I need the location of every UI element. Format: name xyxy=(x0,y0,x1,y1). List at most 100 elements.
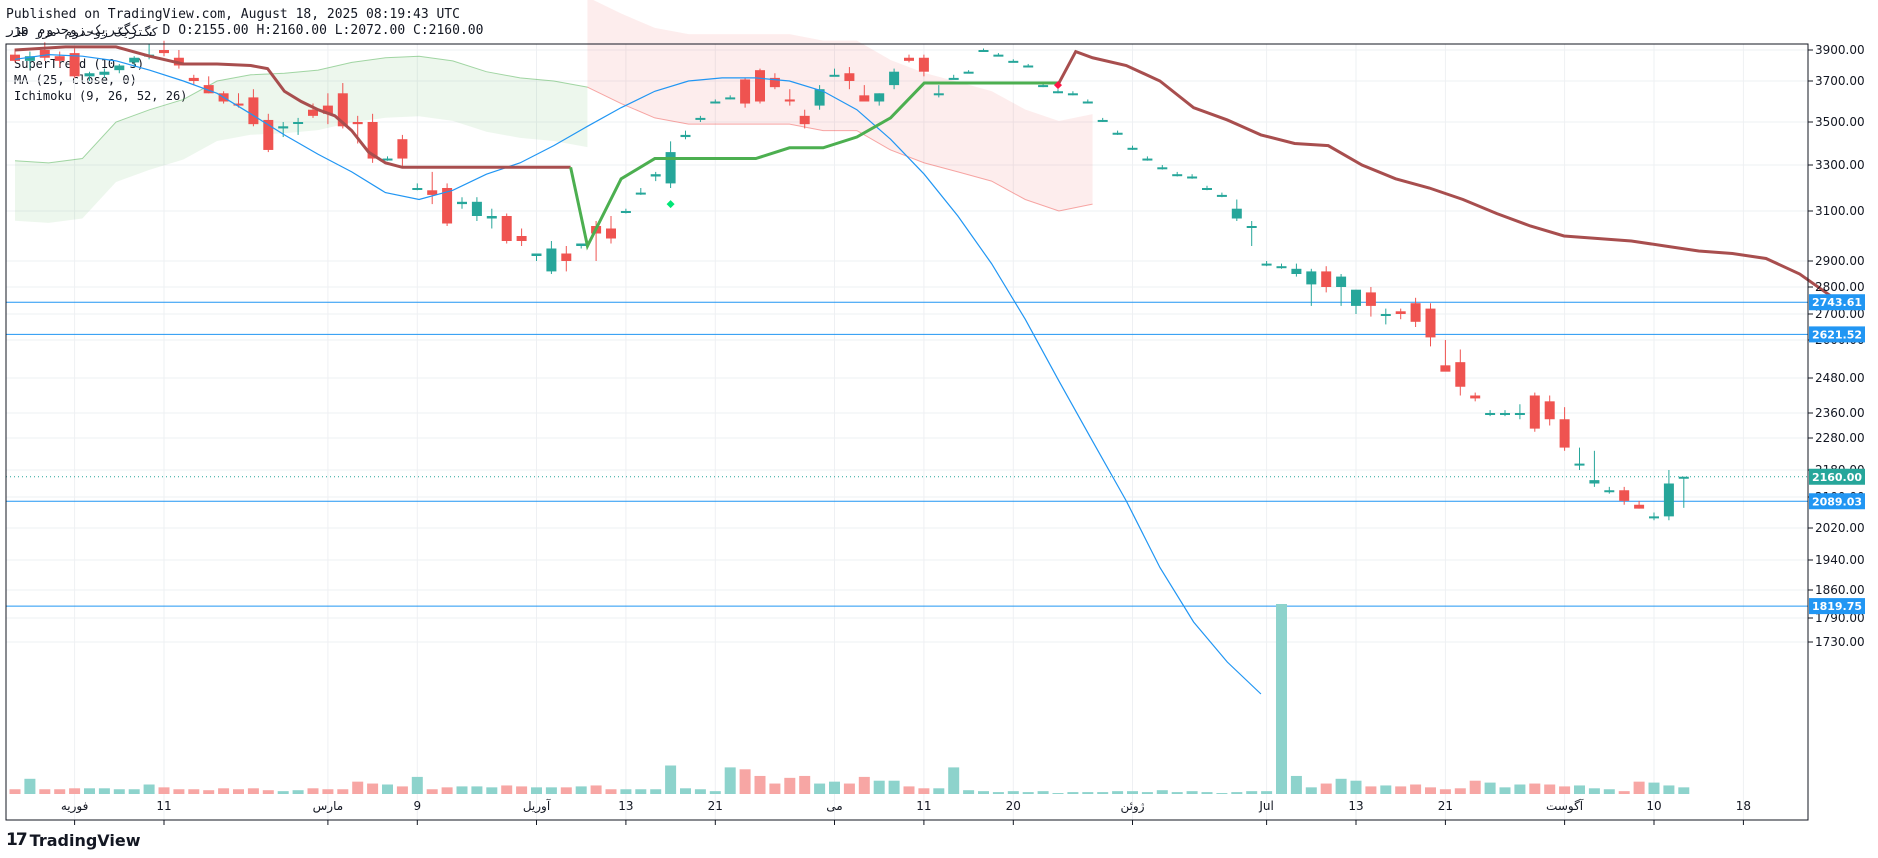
volume-bar xyxy=(1037,791,1049,794)
time-tick-label: آگوست xyxy=(1546,798,1584,814)
candle-body xyxy=(337,93,348,127)
time-tick-label: 13 xyxy=(618,799,633,813)
candle-body xyxy=(1395,311,1406,314)
candle-body xyxy=(69,53,80,77)
volume-bar xyxy=(337,789,349,794)
candle-body xyxy=(233,103,244,106)
volume-bar xyxy=(1588,788,1600,794)
volume-bar xyxy=(24,778,36,794)
candle-body xyxy=(1559,419,1570,448)
candle-body xyxy=(99,71,110,75)
volume-bar xyxy=(1112,791,1124,794)
horizontal-lines xyxy=(6,301,1808,607)
volume-bar xyxy=(1439,789,1451,794)
buy-signal-marker xyxy=(666,200,675,209)
cloud-green xyxy=(15,56,588,223)
symbol-ohlc-line: کگتریک زوحدوم مزر , D O:2155.00 H:2160.0… xyxy=(6,23,484,38)
candle-body xyxy=(1336,276,1347,287)
volume-bar xyxy=(441,787,453,794)
candle-body xyxy=(1514,413,1525,415)
volume-bar xyxy=(1007,791,1019,794)
volume-bar xyxy=(1484,782,1496,794)
volume-bar xyxy=(1469,780,1481,794)
hline-price-tag: 2621.52 xyxy=(1812,328,1862,341)
candle-body xyxy=(576,243,587,246)
candle-body xyxy=(1529,395,1540,429)
volume-bar xyxy=(1097,792,1109,794)
volume-bar xyxy=(128,789,140,794)
volume-bar xyxy=(1380,785,1392,794)
symbol-label: کگتریک زوحدوم مزر xyxy=(35,25,159,39)
volume-bar xyxy=(1633,781,1645,794)
volume-bar xyxy=(292,790,304,794)
candle-body xyxy=(1634,504,1645,509)
volume-bar xyxy=(1395,786,1407,794)
candle-body xyxy=(501,216,512,241)
candle-body xyxy=(1291,268,1302,274)
volume-bar xyxy=(1305,787,1317,794)
volume-bar xyxy=(829,781,840,794)
candle-body xyxy=(293,122,304,124)
candle-body xyxy=(1246,226,1257,228)
price-tick-label: 1730.00 xyxy=(1815,635,1865,649)
price-tick-label: 2280.00 xyxy=(1815,431,1865,445)
volume-bar xyxy=(948,767,960,794)
supertrend-signals xyxy=(666,81,1062,209)
time-tick-label: 13 xyxy=(1348,799,1363,813)
candle-body xyxy=(769,77,780,88)
volume-bar xyxy=(1320,783,1332,794)
published-line: Published on TradingView.com, August 18,… xyxy=(6,7,460,22)
volume-bar xyxy=(367,783,379,794)
indicator-lines xyxy=(14,45,1835,695)
volume-bar xyxy=(1171,792,1183,794)
hline-price-tag-bg xyxy=(1809,493,1865,510)
volume-bar xyxy=(1574,785,1585,794)
volume-bar xyxy=(54,789,66,794)
candle-body xyxy=(1157,167,1168,170)
legend-indicator-ichimoku[interactable]: Ichimoku (9, 26, 52, 26) xyxy=(14,89,188,103)
time-tick-label: می xyxy=(826,799,842,813)
time-tick-label: 21 xyxy=(708,799,723,813)
candle-body xyxy=(322,105,333,114)
volume-bar xyxy=(1246,791,1258,794)
volume-bar xyxy=(1052,793,1064,794)
volume-bar xyxy=(873,780,885,794)
hline-price-tag: 2089.03 xyxy=(1812,495,1862,508)
candle-body xyxy=(561,253,572,261)
candle-body xyxy=(1276,266,1287,269)
candle-body xyxy=(531,253,542,256)
cloud-red-edge xyxy=(587,86,1093,212)
volume-bar xyxy=(724,767,736,794)
volume-bar xyxy=(1156,790,1168,794)
volume-bar xyxy=(590,785,602,794)
volume-bar xyxy=(1127,791,1138,794)
time-axis[interactable]: فوریه 11 مارس 9 آوریل 13 21 می 11 20 ژوئن Jul 13 21 آگ… xyxy=(61,798,1751,825)
candle-body xyxy=(1500,413,1510,415)
candle-body xyxy=(1067,93,1078,96)
candle-body xyxy=(665,152,676,184)
brand-name: TradingView xyxy=(29,830,141,850)
candle-body xyxy=(203,85,214,94)
volume-bar xyxy=(1141,792,1153,794)
volume-bar xyxy=(9,789,21,794)
candle-body xyxy=(39,50,50,58)
supertrend-line xyxy=(1057,49,1835,300)
volume-bar xyxy=(158,787,170,794)
candle-body xyxy=(1097,119,1108,122)
volume-bar xyxy=(173,789,185,794)
supertrend-line xyxy=(569,81,1059,251)
volume-bar xyxy=(918,788,930,794)
volume-bar xyxy=(1067,792,1079,794)
candle-body xyxy=(710,101,721,104)
candle-body xyxy=(1351,289,1361,306)
tradingview-logo[interactable]: 17 TradingView xyxy=(6,830,141,850)
price-axis[interactable]: 3900.00 3700.00 3500.00 3300.00 3100.00 2900.… xyxy=(1808,43,1865,649)
candle-body xyxy=(725,97,736,100)
chart-header: Published on TradingView.com, August 18,… xyxy=(6,7,483,39)
legend-indicator-ma[interactable]: MA (25, close, 0) xyxy=(14,73,137,87)
candle-body xyxy=(1321,271,1332,287)
volume-bar xyxy=(1276,604,1287,794)
time-tick-label: 10 xyxy=(1646,799,1661,813)
volume-bar xyxy=(396,786,408,794)
